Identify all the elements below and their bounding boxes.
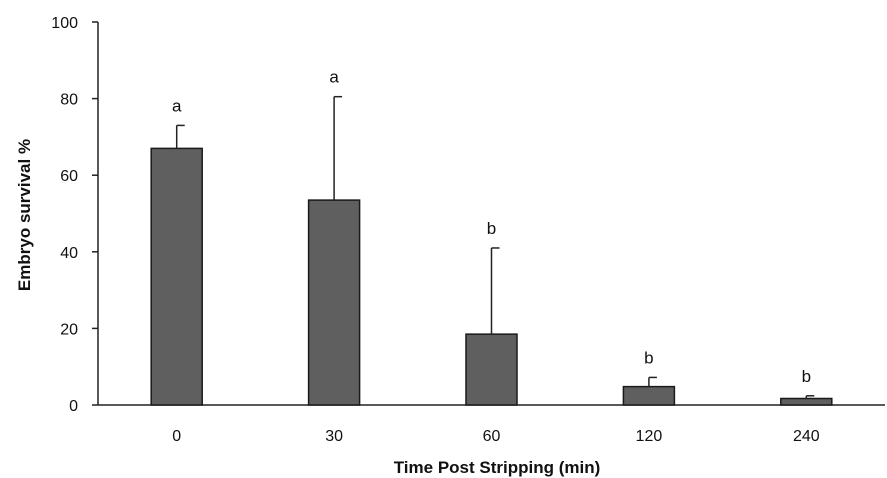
y-axis-title: Embryo survival %	[15, 139, 34, 291]
bar	[307, 199, 361, 406]
y-axis: 0 20 40 60 80 100	[51, 15, 99, 415]
x-axis: 0 30 60 120 240	[98, 404, 885, 445]
bar	[150, 147, 203, 406]
y-tick-label: 80	[60, 92, 78, 109]
x-tick-label: 60	[483, 428, 501, 445]
bar	[465, 333, 518, 406]
y-tick-label: 60	[60, 168, 78, 185]
bar	[780, 397, 833, 406]
significance-label: b	[644, 348, 653, 367]
significance-label: a	[329, 68, 339, 87]
x-tick-label: 120	[636, 428, 663, 445]
y-tick-label: 0	[69, 398, 78, 415]
x-axis-title: Time Post Stripping (min)	[394, 458, 601, 477]
bars	[150, 147, 833, 406]
y-tick-label: 40	[60, 245, 78, 262]
significance-label: b	[802, 367, 811, 386]
y-tick-label: 100	[51, 15, 78, 32]
significance-label: a	[172, 96, 182, 115]
significance-label: b	[487, 219, 496, 238]
bar	[622, 385, 676, 406]
error-bars	[175, 95, 815, 399]
significance-labels: a a b b b	[172, 68, 811, 386]
y-tick-label: 20	[60, 321, 78, 338]
x-tick-label: 0	[172, 428, 181, 445]
x-tick-label: 30	[325, 428, 343, 445]
x-tick-label: 240	[793, 428, 820, 445]
